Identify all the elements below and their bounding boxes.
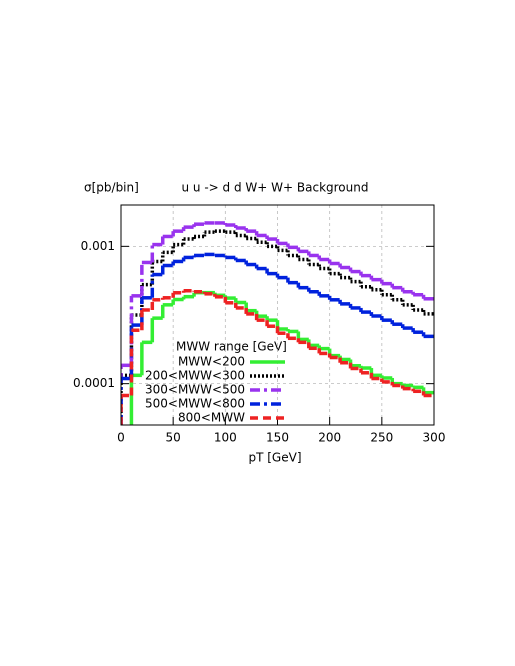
legend-label: MWW<200	[178, 355, 245, 369]
x-tick-label: 150	[266, 431, 289, 445]
legend-label: 800<MWW	[178, 411, 245, 425]
x-tick-label: 50	[166, 431, 181, 445]
legend-label: 300<MWW<500	[145, 383, 245, 397]
chart-title: u u -> d d W+ W+ Background	[182, 181, 369, 195]
y-axis-label: σ[pb/bin]	[84, 181, 139, 195]
legend-label: 500<MWW<800	[145, 397, 245, 411]
legend-title: MWW range [GeV]	[176, 340, 287, 354]
x-axis-label: pT [GeV]	[248, 451, 301, 465]
x-tick-label: 250	[370, 431, 393, 445]
x-tick-label: 200	[318, 431, 341, 445]
x-tick-label: 0	[117, 431, 125, 445]
legend-label: 200<MWW<300	[145, 369, 245, 383]
y-tick-label: 0.0001	[73, 376, 115, 390]
x-tick-label: 100	[214, 431, 237, 445]
y-tick-label: 0.001	[81, 239, 115, 253]
plot-frame	[120, 204, 435, 426]
x-tick-label: 300	[423, 431, 446, 445]
